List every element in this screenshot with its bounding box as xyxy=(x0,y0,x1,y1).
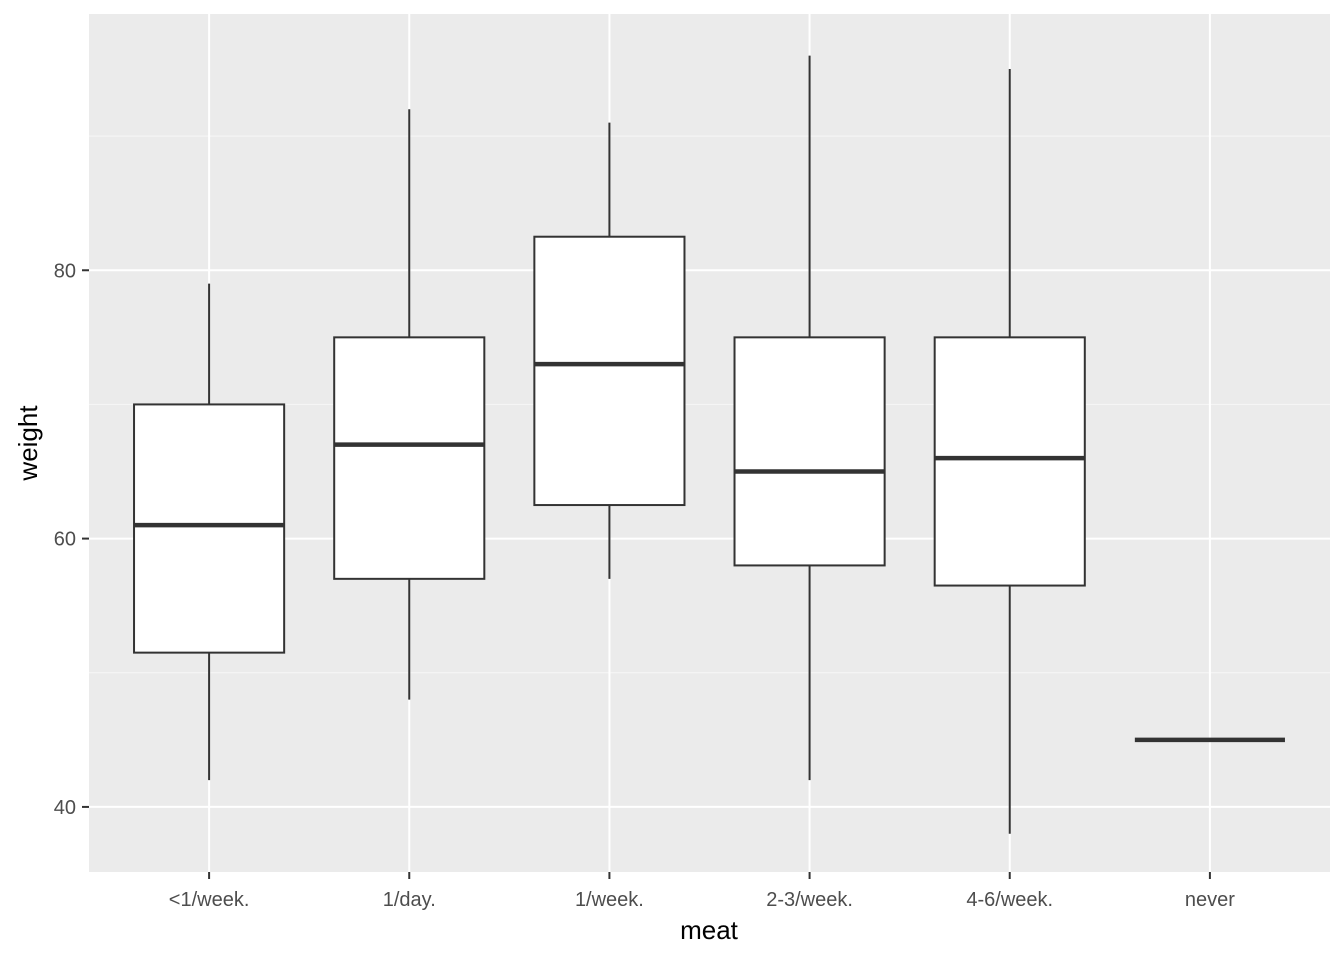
x-tick-label: 2-3/week. xyxy=(766,889,853,911)
box-iqr xyxy=(933,336,1086,587)
box-group xyxy=(533,122,686,579)
x-axis: <1/week. 1/day. 1/week. 2-3/week. 4-6/week. n… xyxy=(169,872,1235,911)
x-tick-label: 1/day. xyxy=(383,889,436,911)
x-tick-label: never xyxy=(1185,889,1235,911)
box-iqr xyxy=(533,235,686,507)
x-axis-title: meat xyxy=(680,915,739,945)
x-tick-label: 1/week. xyxy=(575,889,644,911)
box-group xyxy=(333,109,486,700)
y-tick-label: 40 xyxy=(54,797,76,819)
y-tick-label: 80 xyxy=(54,260,76,282)
y-tick-label: 60 xyxy=(54,529,76,551)
box-group xyxy=(133,283,286,781)
y-axis-title: weight xyxy=(13,405,43,482)
box-layer xyxy=(133,55,1285,834)
plot-panel xyxy=(89,14,1330,872)
minor-gridlines xyxy=(89,135,1330,674)
x-tick-label: <1/week. xyxy=(169,889,250,911)
box-iqr xyxy=(733,336,886,567)
y-axis: 40 60 80 xyxy=(54,260,89,819)
box-iqr xyxy=(133,403,286,654)
box-iqr xyxy=(333,336,486,580)
box-group xyxy=(933,69,1086,834)
x-tick-label: 4-6/week. xyxy=(966,889,1053,911)
box-group xyxy=(733,55,886,781)
